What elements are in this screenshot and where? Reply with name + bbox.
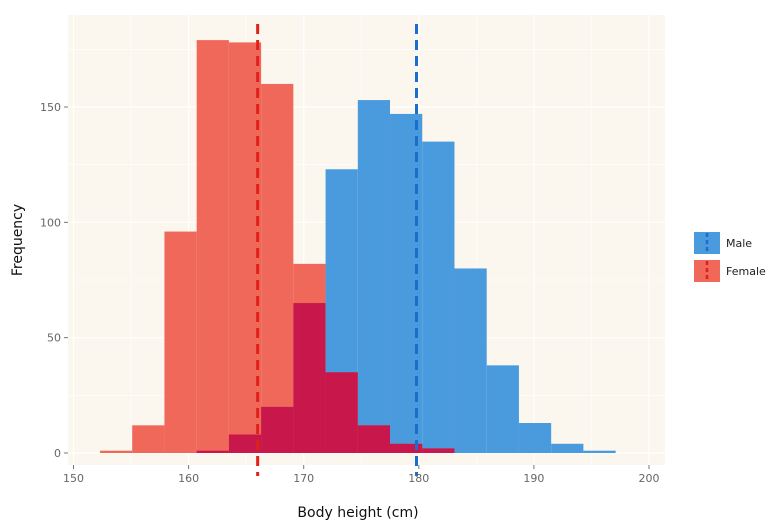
legend: Male Female — [694, 232, 766, 282]
x-tick-label: 170 — [293, 472, 314, 485]
female-bar — [196, 40, 229, 454]
y-tick-label: 150 — [40, 101, 61, 114]
male-bar — [551, 443, 584, 453]
overlap-bars — [196, 303, 455, 453]
x-tick-label: 190 — [523, 472, 544, 485]
overlap-bar — [228, 434, 262, 453]
x-axis-ticks: 150 160 170 180 190 200 — [63, 465, 660, 485]
y-axis-ticks: 0 50 100 150 — [40, 101, 68, 460]
overlap-bar — [325, 372, 358, 453]
overlap-bar — [390, 443, 423, 453]
x-tick-label: 200 — [639, 472, 660, 485]
female-bar — [261, 83, 294, 453]
male-bar — [518, 423, 552, 453]
male-bar — [454, 268, 487, 453]
y-tick-label: 100 — [40, 216, 61, 229]
female-bar — [132, 425, 165, 453]
x-tick-label: 160 — [178, 472, 199, 485]
y-tick-label: 0 — [54, 447, 61, 460]
male-bar — [583, 450, 616, 453]
legend-label-female: Female — [726, 265, 766, 278]
male-bar — [422, 141, 455, 453]
x-axis-title: Body height (cm) — [297, 505, 418, 521]
legend-label-male: Male — [726, 237, 752, 250]
mean-lines — [256, 24, 418, 476]
y-axis-title: Frequency — [10, 204, 26, 276]
x-tick-label: 180 — [408, 472, 429, 485]
female-bar — [99, 450, 133, 453]
overlap-bar — [293, 303, 326, 453]
female-bar — [164, 231, 197, 453]
overlap-bar — [196, 450, 229, 453]
y-tick-label: 50 — [47, 332, 61, 345]
overlap-bar — [261, 406, 294, 453]
overlap-bar — [357, 425, 391, 453]
male-bar — [357, 100, 391, 453]
x-tick-label: 150 — [63, 472, 84, 485]
overlap-bar — [422, 448, 455, 453]
male-bar — [486, 365, 519, 453]
female-bar — [228, 42, 262, 454]
